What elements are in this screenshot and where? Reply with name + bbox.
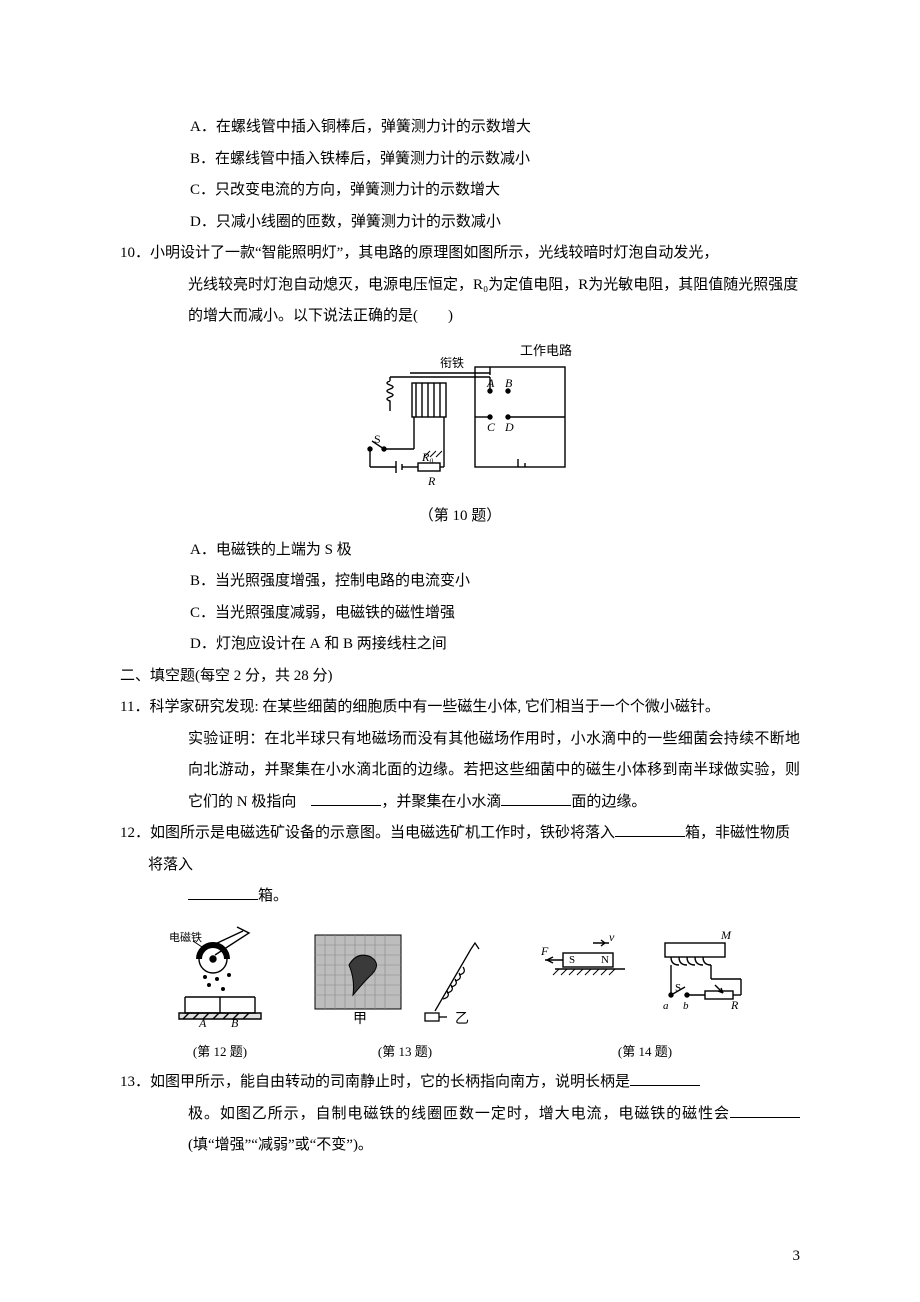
lbl-A: A xyxy=(486,376,495,390)
q12-body: 箱。 xyxy=(120,881,800,913)
exam-page: A．在螺线管中插入铜棒后，弹簧测力计的示数增大 B．在螺线管中插入铁棒后，弹簧测… xyxy=(0,0,920,1302)
q9-opt-C: C．只改变电流的方向，弹簧测力计的示数增大 xyxy=(120,175,800,207)
section-2-header: 二、填空题(每空 2 分，共 28 分) xyxy=(120,661,800,693)
fig13-diagram: 甲 乙 xyxy=(305,919,505,1029)
figure-row: 电磁铁 A B (第 12 题) xyxy=(150,919,770,1066)
fig14-F: F xyxy=(540,944,549,958)
q12-blank-2[interactable] xyxy=(188,884,258,900)
lbl-R0: R₀ xyxy=(421,450,434,464)
q10-circuit-diagram: 工作电路 衔铁 A B C D S R₀ R xyxy=(340,337,580,487)
lbl-C: C xyxy=(487,420,496,434)
q13-l1: 13．如图甲所示，能自由转动的司南静止时，它的长柄指向南方，说明长柄是 xyxy=(120,1074,630,1090)
q10-D-post: 两接线柱之间 xyxy=(353,636,447,652)
fig14-R: R xyxy=(730,998,739,1012)
fig14-S2: S xyxy=(675,982,681,994)
lbl-R: R xyxy=(427,474,436,487)
q10-stem-1: 10．小明设计了一款“智能照明灯”，其电路的原理图如图所示，光线较暗时灯泡自动发… xyxy=(120,245,718,261)
q10-stem: 10．小明设计了一款“智能照明灯”，其电路的原理图如图所示，光线较暗时灯泡自动发… xyxy=(120,238,800,270)
q13-blank-1[interactable] xyxy=(630,1070,700,1086)
lbl-D: D xyxy=(504,420,514,434)
q11-blank-2[interactable] xyxy=(501,790,571,806)
q10-stem-cont: 光线较亮时灯泡自动熄灭，电源电压恒定，R₀为定值电阻，R为光敏电阻，其阻值随光照… xyxy=(120,270,800,333)
fig13-a: 甲 xyxy=(353,1012,367,1027)
q12-l3: 箱。 xyxy=(258,888,288,904)
q13-body: 极。如图乙所示，自制电磁铁的线圈匝数一定时，增大电流，电磁铁的磁性会 (填“增强”… xyxy=(120,1099,800,1162)
q11-body: 实验证明：在北半球只有地磁场而没有其他磁场作用时，小水滴中的一些细菌会持续不断地… xyxy=(120,724,800,819)
q10-D-mid: 和 xyxy=(320,636,343,652)
fig13-b: 乙 xyxy=(455,1011,469,1027)
fig12: 电磁铁 A B (第 12 题) xyxy=(165,919,275,1066)
q10-opt-A: A．电磁铁的上端为 S 极 xyxy=(120,535,800,567)
lbl-S: S xyxy=(374,432,381,446)
q11-l3: ，并聚集在小水滴 xyxy=(381,794,501,810)
lbl-B: B xyxy=(505,376,513,390)
q10-D-b: B xyxy=(343,636,353,652)
q12-blank-1[interactable] xyxy=(615,821,685,837)
q10-D-a: A xyxy=(310,636,321,652)
q13: 13．如图甲所示，能自由转动的司南静止时，它的长柄指向南方，说明长柄是 xyxy=(120,1067,800,1099)
q10-fig-cap: （第 10 题） xyxy=(120,501,800,533)
fig14-diagram: F S N v M S R a b xyxy=(535,919,755,1029)
q10-stem-2: 光线较亮时灯泡自动熄灭，电源电压恒定， xyxy=(188,277,473,293)
q10-opt-B: B．当光照强度增强，控制电路的电流变小 xyxy=(120,566,800,598)
q10-opt-C: C．当光照强度减弱，电磁铁的磁性增强 xyxy=(120,598,800,630)
q9-opt-B: B．在螺线管中插入铁棒后，弹簧测力计的示数减小 xyxy=(120,144,800,176)
fig12-cap: (第 12 题) xyxy=(165,1038,275,1065)
fig14-M: M xyxy=(720,928,732,942)
page-number: 3 xyxy=(793,1241,801,1273)
q12: 12．如图所示是电磁选矿设备的示意图。当电磁选矿机工作时，铁砂将落入箱，非磁性物… xyxy=(120,818,800,881)
q11-blank-1[interactable] xyxy=(311,790,381,806)
fig12-diagram: 电磁铁 A B xyxy=(165,919,275,1029)
q10-figure: 工作电路 衔铁 A B C D S R₀ R （第 10 题） xyxy=(120,337,800,533)
fig14-S: S xyxy=(569,954,575,966)
q9-opt-D: D．只减小线圈的匝数，弹簧测力计的示数减小 xyxy=(120,207,800,239)
fig14-N: N xyxy=(601,954,609,966)
fig14-v: v xyxy=(609,930,615,944)
fig14: F S N v M S R a b (第 14 题) xyxy=(535,919,755,1066)
fig13: 甲 乙 (第 13 题) xyxy=(305,919,505,1066)
fig14-b: b xyxy=(683,1000,689,1012)
fig12-B: B xyxy=(231,1016,239,1029)
q12-l1: 12．如图所示是电磁选矿设备的示意图。当电磁选矿机工作时，铁砂将落入 xyxy=(120,825,615,841)
q10-stem-3: 为定值电阻， xyxy=(488,277,578,293)
q13-blank-2[interactable] xyxy=(730,1102,800,1118)
lbl-armature: 衔铁 xyxy=(440,356,464,370)
q13-l2: 极。如图乙所示，自制电磁铁的线圈匝数一定时，增大电流，电磁铁的磁性会 xyxy=(188,1106,730,1122)
q11-l1: 11．科学家研究发现: 在某些细菌的细胞质中有一些磁生小体, 它们相当于一个个微… xyxy=(120,699,720,715)
q11-l4: 面的边缘。 xyxy=(571,794,646,810)
fig14-a: a xyxy=(663,1000,669,1012)
fig12-A: A xyxy=(198,1016,207,1029)
fig14-cap: (第 14 题) xyxy=(535,1038,755,1065)
q11-line1: 11．科学家研究发现: 在某些细菌的细胞质中有一些磁生小体, 它们相当于一个个微… xyxy=(120,692,800,724)
q9-opt-A: A．在螺线管中插入铜棒后，弹簧测力计的示数增大 xyxy=(120,112,800,144)
fig13-cap: (第 13 题) xyxy=(305,1038,505,1065)
lbl-workcircuit: 工作电路 xyxy=(520,343,572,358)
q10-D-pre: D．灯泡应设计在 xyxy=(190,636,310,652)
fig12-em-label: 电磁铁 xyxy=(169,931,202,944)
q10-r0: R₀ xyxy=(473,277,488,293)
q13-l3: (填“增强”“减弱”或“不变”)。 xyxy=(188,1137,373,1153)
q10-r: R xyxy=(578,277,588,293)
q10-opt-D: D．灯泡应设计在 A 和 B 两接线柱之间 xyxy=(120,629,800,661)
